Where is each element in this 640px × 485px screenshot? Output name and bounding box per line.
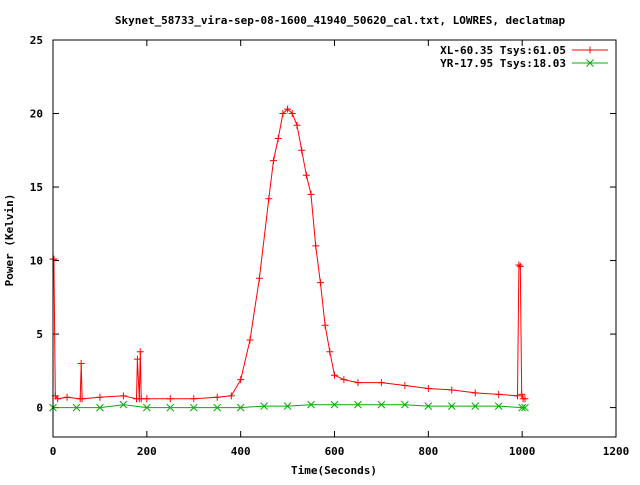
plot-frame: [52, 39, 617, 438]
data-point: [288, 110, 296, 118]
data-point: [340, 376, 348, 384]
x-tick-label: 800: [418, 445, 438, 458]
data-point: [401, 400, 409, 409]
x-tick-label: 600: [325, 445, 345, 458]
data-point: [213, 393, 221, 401]
data-point: [513, 392, 521, 400]
series-line: [53, 108, 525, 400]
data-point: [237, 376, 245, 384]
data-point: [448, 386, 456, 394]
chart-title: Skynet_58733_vira-sep-08-1600_41940_5062…: [115, 14, 566, 27]
data-point: [265, 195, 273, 203]
data-point: [518, 403, 527, 412]
data-point: [316, 279, 324, 287]
data-point: [213, 403, 222, 412]
data-point: [142, 403, 151, 412]
data-point: [270, 157, 278, 165]
data-point: [260, 402, 268, 410]
data-point: [354, 379, 362, 387]
data-point: [494, 402, 503, 410]
data-point: [284, 105, 292, 113]
series-layer: [49, 105, 529, 412]
x-tick-label: 0: [50, 445, 57, 458]
data-point: [331, 371, 338, 379]
data-point: [136, 348, 144, 356]
y-tick-label: 25: [30, 34, 43, 47]
data-point: [283, 402, 292, 410]
legend-marker: [586, 59, 594, 67]
data-point: [78, 395, 86, 403]
y-tick-label: 10: [30, 255, 43, 268]
data-point: [377, 379, 385, 387]
data-point: [293, 121, 301, 129]
x-tick-label: 400: [231, 445, 251, 458]
data-point: [495, 390, 503, 398]
data-point: [72, 403, 81, 412]
data-point: [50, 255, 58, 263]
data-point: [189, 403, 198, 412]
data-point: [166, 403, 175, 412]
data-point: [330, 400, 339, 409]
series-line: [53, 404, 525, 409]
data-point: [471, 402, 480, 410]
data-point: [63, 393, 71, 401]
data-point: [354, 400, 362, 409]
data-point: [307, 400, 315, 409]
data-point: [119, 400, 128, 409]
y-tick-label: 5: [36, 328, 43, 341]
legend-label: YR-17.95 Tsys:18.03: [440, 57, 566, 70]
x-tick-label: 1200: [603, 445, 630, 458]
data-point: [298, 146, 306, 154]
series-1: [49, 105, 529, 403]
data-point: [302, 171, 310, 179]
data-point: [424, 402, 433, 410]
data-point: [521, 403, 529, 412]
data-point: [424, 384, 432, 392]
legend-label: XL-60.35 Tsys:61.05: [440, 44, 566, 57]
data-point: [515, 261, 523, 269]
data-point: [96, 393, 104, 401]
legend-marker: [586, 46, 594, 54]
data-point: [307, 190, 315, 198]
data-point: [274, 135, 282, 143]
data-point: [521, 395, 529, 403]
data-point: [447, 402, 456, 410]
data-point: [321, 321, 329, 329]
data-point: [255, 274, 263, 282]
data-point: [471, 389, 479, 397]
data-point: [190, 395, 198, 403]
data-point: [516, 262, 524, 270]
data-point: [312, 242, 320, 250]
ticks-layer: 0 200 400 600 800 1000 1200 0 5 10 15 20 25: [30, 34, 630, 458]
data-point: [133, 355, 141, 363]
series-2: [49, 400, 529, 412]
data-point: [227, 392, 235, 400]
y-tick-label: 20: [30, 108, 43, 121]
y-tick-label: 15: [30, 181, 43, 194]
data-point: [96, 403, 104, 412]
data-point: [326, 348, 334, 356]
data-point: [279, 110, 287, 118]
data-point: [401, 382, 409, 390]
y-tick-label: 0: [36, 402, 43, 415]
x-tick-label: 1000: [509, 445, 536, 458]
data-point: [518, 390, 526, 398]
data-point: [377, 400, 386, 409]
data-point: [236, 403, 245, 412]
data-point: [77, 359, 85, 367]
data-point: [54, 395, 62, 403]
data-point: [143, 395, 151, 403]
data-point: [166, 395, 174, 403]
y-axis-label: Power (Kelvin): [3, 194, 16, 287]
data-point: [119, 392, 127, 400]
x-axis-label: Time(Seconds): [291, 464, 377, 477]
x-tick-label: 200: [137, 445, 157, 458]
data-point: [246, 336, 254, 344]
